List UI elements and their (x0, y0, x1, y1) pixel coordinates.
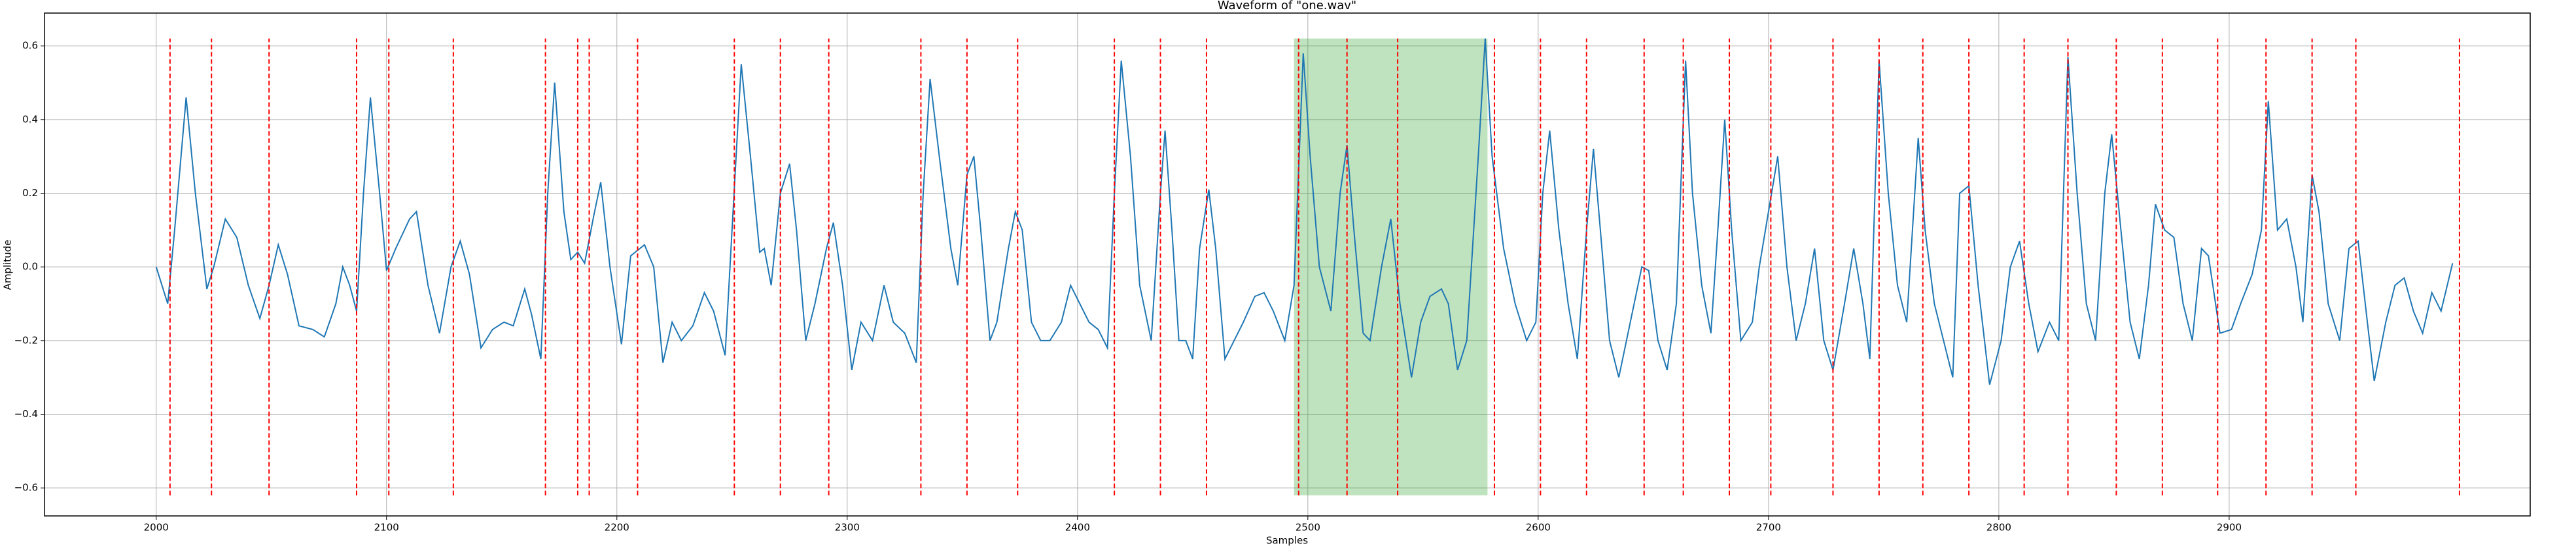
y-tick-label: −0.6 (14, 482, 38, 494)
x-tick-label: 2500 (1296, 522, 1320, 534)
x-tick-label: 2900 (2217, 522, 2242, 534)
y-tick-label: 0.4 (22, 113, 38, 125)
y-tick-label: 0.0 (22, 261, 38, 273)
x-tick-label: 2400 (1065, 522, 1090, 534)
y-tick-label: −0.4 (14, 408, 38, 420)
x-tick-label: 2000 (144, 522, 169, 534)
x-tick-label: 2700 (1756, 522, 1781, 534)
x-tick-label: 2300 (835, 522, 860, 534)
waveform-line (155, 38, 2454, 385)
y-axis-label: Amplitude (2, 240, 14, 290)
x-axis-label: Samples (1266, 535, 1308, 546)
x-tick-label: 2100 (374, 522, 399, 534)
highlight-span (1294, 38, 1488, 496)
x-tick-label: 2200 (605, 522, 629, 534)
plot-frame (44, 12, 2531, 517)
x-tick-label: 2800 (1986, 522, 2011, 534)
y-tick-label: 0.2 (22, 187, 38, 199)
y-tick-label: 0.6 (22, 40, 38, 52)
chart-title: Waveform of "one.wav" (1218, 0, 1356, 12)
x-tick-label: 2600 (1526, 522, 1551, 534)
y-tick-label: −0.2 (14, 334, 38, 346)
